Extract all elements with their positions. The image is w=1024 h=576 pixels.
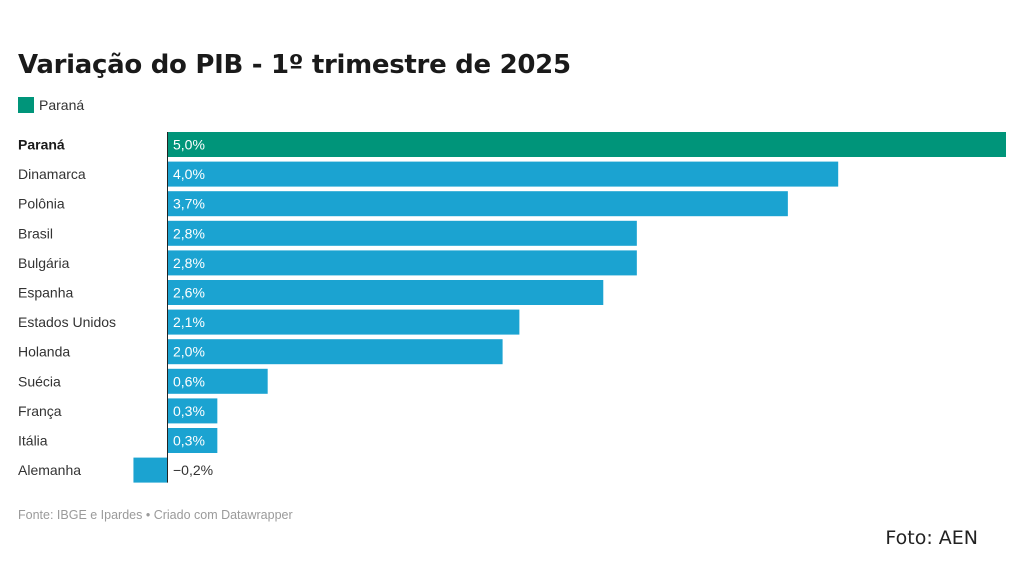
chart-title: Variação do PIB - 1º trimestre de 2025 xyxy=(18,50,571,80)
bar-frança xyxy=(167,398,218,424)
legend-swatch xyxy=(18,97,34,113)
value-label: 0,3% xyxy=(173,403,205,419)
bars-layer xyxy=(133,132,1006,483)
legend-label: Paraná xyxy=(39,97,85,113)
bar-dinamarca xyxy=(167,161,839,187)
labels-layer: Paraná 5,0% Dinamarca 4,0% Polônia 3,7% Brasil… xyxy=(18,137,213,479)
bar-espanha xyxy=(167,280,604,305)
value-label: 0,3% xyxy=(173,433,205,449)
chart-legend: Paraná xyxy=(18,97,84,113)
category-label: Suécia xyxy=(18,373,61,389)
category-label: Holanda xyxy=(18,344,70,360)
category-label: Dinamarca xyxy=(18,166,86,182)
bar-holanda xyxy=(167,339,503,365)
bar-brasil xyxy=(167,220,637,246)
bar-itália xyxy=(167,428,218,453)
value-label: 2,6% xyxy=(173,285,205,301)
category-label: Alemanha xyxy=(18,462,81,478)
bar-suécia xyxy=(167,368,268,394)
bar-alemanha xyxy=(133,457,167,483)
value-label: 3,7% xyxy=(173,196,205,212)
category-label: Paraná xyxy=(18,137,65,153)
source-footer: Fonte: IBGE e Ipardes • Criado com Dataw… xyxy=(18,508,293,522)
category-label: Bulgária xyxy=(18,255,70,271)
value-label: 2,8% xyxy=(173,225,205,241)
category-label: Brasil xyxy=(18,225,53,241)
category-label: França xyxy=(18,403,62,419)
photo-credit: Foto: AEN xyxy=(885,527,978,549)
category-label: Itália xyxy=(18,433,48,449)
bar-bulgária xyxy=(167,250,637,276)
value-label: −0,2% xyxy=(173,462,213,478)
value-label: 2,8% xyxy=(173,255,205,271)
value-label: 5,0% xyxy=(173,137,205,153)
value-label: 2,0% xyxy=(173,344,205,360)
bar-paraná xyxy=(167,132,1006,157)
category-label: Estados Unidos xyxy=(18,314,116,330)
category-label: Polônia xyxy=(18,196,65,212)
value-label: 4,0% xyxy=(173,166,205,182)
value-label: 0,6% xyxy=(173,373,205,389)
value-label: 2,1% xyxy=(173,314,205,330)
category-label: Espanha xyxy=(18,285,73,301)
bar-estados-unidos xyxy=(167,309,520,335)
bar-polônia xyxy=(167,191,788,217)
